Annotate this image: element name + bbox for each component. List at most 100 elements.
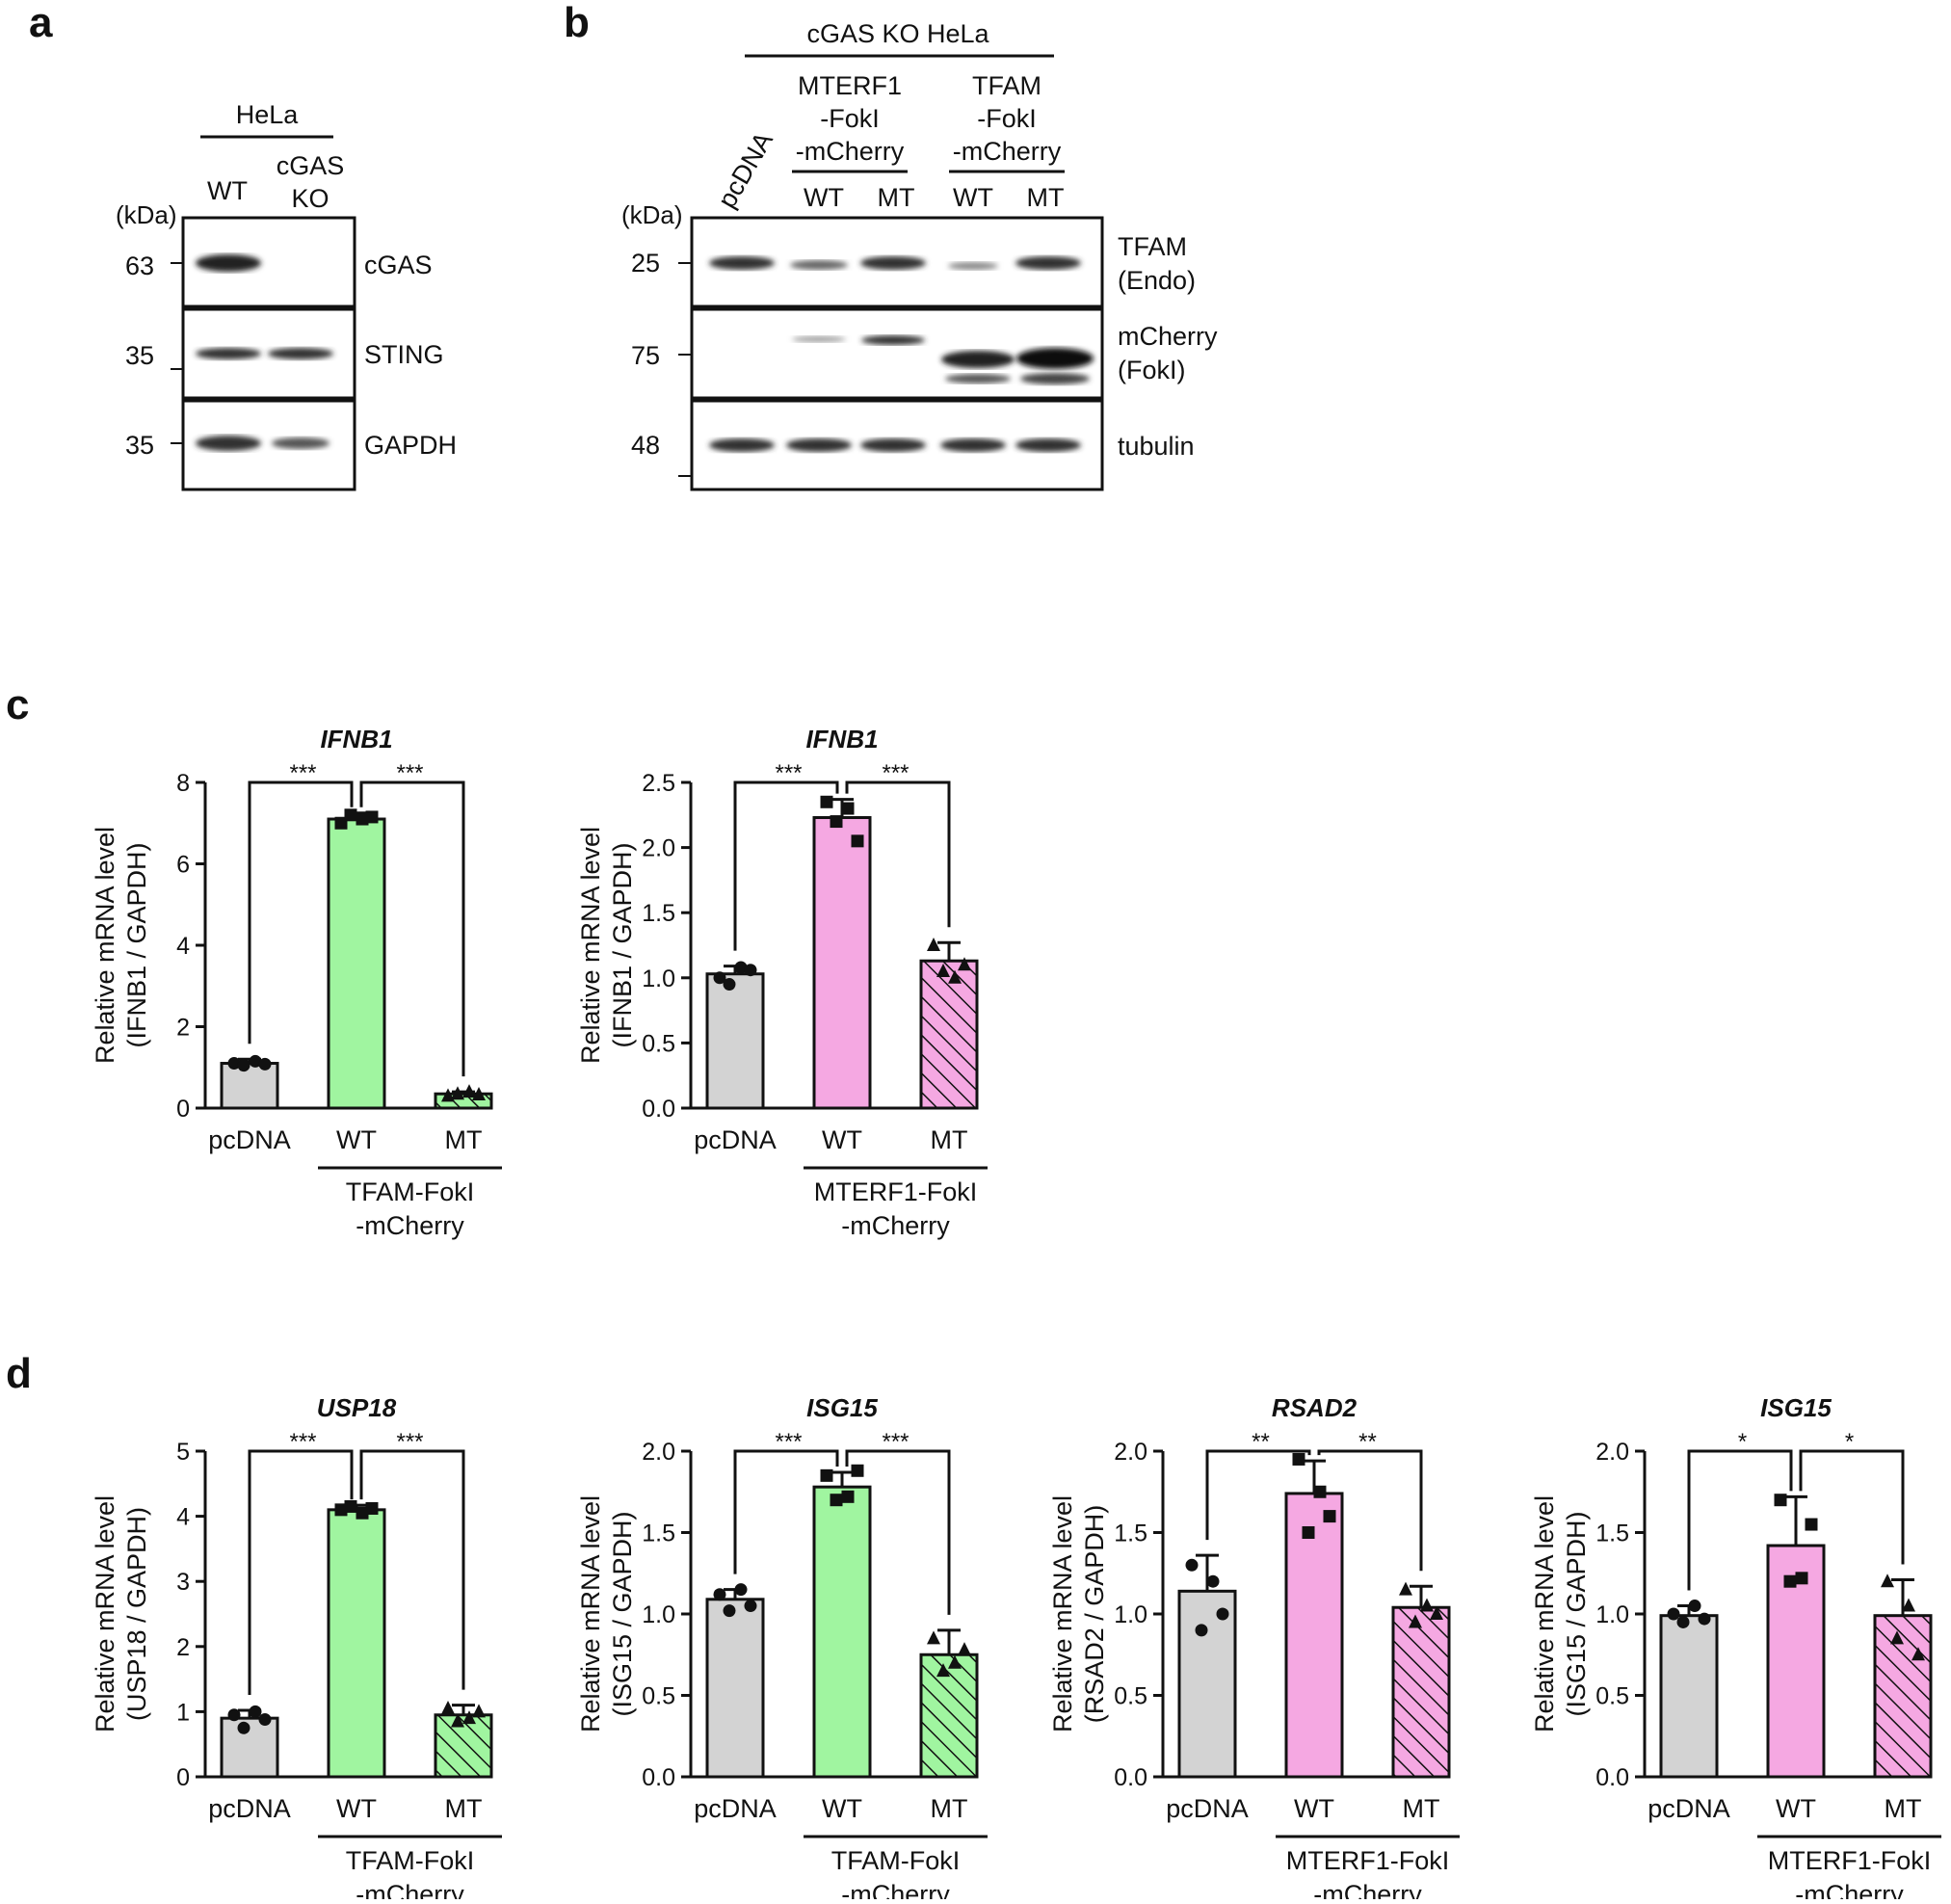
band-a-cgas-wt [196, 254, 261, 272]
y-tick-label: 5 [176, 1439, 190, 1466]
group-label-line1: MTERF1-FokI [1768, 1846, 1932, 1875]
blot-b-protein-tubulin: tubulin [1118, 432, 1195, 461]
band-b-tfam-2 [790, 260, 848, 270]
group-label-line2: -mCherry [356, 1211, 464, 1240]
data-point-circle [1698, 1612, 1711, 1626]
y-tick-label: 1.5 [642, 900, 675, 927]
data-point-circle [258, 1713, 272, 1727]
bar-wt [327, 817, 386, 1110]
sig-bracket-right [1799, 1449, 1905, 1565]
data-point-triangle [927, 938, 940, 951]
y-tick-label: 2 [176, 1015, 190, 1042]
data-point-square [334, 1503, 348, 1517]
data-point-circle [734, 961, 748, 974]
sig-bracket-right [359, 1449, 465, 1690]
data-point-circle [227, 1057, 241, 1071]
data-point-circle [1676, 1615, 1690, 1628]
bar-wt [327, 1508, 386, 1779]
group-label-line2: -mCherry [841, 1211, 950, 1240]
blot-b-protein-tfam-endo: (Endo) [1118, 266, 1196, 295]
data-point-triangle [451, 1713, 464, 1728]
y-tick-label: 2.0 [642, 835, 675, 862]
data-point-triangle [441, 1088, 455, 1102]
x-tick-label: MT [931, 1125, 968, 1154]
blot-b-construct1-line1: MTERF1 [798, 71, 902, 100]
y-tick-label: 0 [176, 1764, 190, 1791]
blot-b-marker-25: 25 [631, 249, 660, 278]
y-tick-label: 0.0 [1114, 1764, 1147, 1791]
data-point-circle [1185, 1558, 1199, 1572]
data-point-square [851, 1464, 864, 1477]
y-tick-label: 0.5 [1595, 1683, 1629, 1710]
data-point-square [1313, 1485, 1327, 1498]
y-tick-label: 2.0 [1114, 1439, 1147, 1466]
data-point-square [344, 808, 357, 822]
sig-stars-left: *** [775, 1429, 802, 1455]
blot-a-lane-wt: WT [207, 176, 248, 205]
band-b-tfam-1 [709, 256, 775, 270]
band-b-tfam-3 [860, 256, 926, 270]
data-point-triangle [958, 1642, 971, 1656]
y-tick-label: 2 [176, 1634, 190, 1661]
data-point-square [830, 815, 843, 829]
data-point-circle [1688, 1600, 1701, 1613]
blot-a-protein-cgas: cGAS [364, 251, 433, 279]
bar-mt [1873, 1614, 1933, 1779]
band-b-mcherry-5a [1016, 348, 1094, 369]
y-axis-label-line2: (IFNB1 / GAPDH) [122, 842, 151, 1047]
y-axis-label-line2: (USP18 / GAPDH) [122, 1507, 151, 1721]
blot-a-lane-ko: KO [291, 184, 329, 213]
sig-stars-left: * [1738, 1429, 1747, 1455]
sig-bracket-left [1687, 1449, 1793, 1591]
data-point-circle [734, 1583, 748, 1597]
sig-stars-left: *** [775, 760, 802, 786]
y-tick-label: 4 [176, 933, 190, 960]
sig-stars-right: ** [1358, 1429, 1377, 1455]
data-point-circle [1667, 1607, 1680, 1621]
data-point-circle [237, 1721, 250, 1734]
data-point-circle [744, 1600, 757, 1613]
sig-stars-left: *** [289, 760, 316, 786]
data-point-square [1323, 1510, 1336, 1523]
group-label-line2: -mCherry [1795, 1880, 1904, 1899]
x-tick-label: WT [1776, 1794, 1816, 1823]
y-axis-label-line1: Relative mRNA level [576, 1495, 605, 1732]
data-point-square [1774, 1494, 1787, 1507]
x-tick-label: WT [822, 1794, 862, 1823]
sig-bracket-left [733, 780, 839, 951]
y-axis-label-line1: Relative mRNA level [576, 827, 605, 1064]
data-point-triangle [936, 964, 950, 978]
y-tick-label: 4 [176, 1504, 190, 1531]
y-tick-label: 1.0 [1595, 1601, 1629, 1628]
blot-b-construct1-line2: -FokI [820, 104, 880, 133]
y-tick-label: 1.0 [642, 1601, 675, 1628]
blot-b-construct2-line1: TFAM [972, 71, 1041, 100]
data-point-square [820, 1468, 833, 1482]
panel-letter-c: c [6, 681, 29, 728]
x-tick-label: MT [445, 1794, 483, 1823]
data-point-triangle [948, 1654, 962, 1669]
data-point-triangle [472, 1087, 486, 1101]
data-point-square [1783, 1574, 1797, 1588]
band-a-sting-wt [196, 348, 261, 359]
blot-b-construct1-line3: -mCherry [796, 137, 905, 166]
group-label-line2: -mCherry [841, 1880, 950, 1899]
bar-wt [1284, 1492, 1344, 1779]
y-tick-label: 1.5 [1114, 1521, 1147, 1547]
panel-letter-a: a [29, 0, 53, 46]
bar-mt [919, 1653, 979, 1779]
x-tick-label: pcDNA [1166, 1794, 1249, 1823]
data-point-circle [1195, 1624, 1208, 1637]
y-tick-label: 0.0 [642, 1764, 675, 1791]
x-tick-label: pcDNA [208, 1794, 291, 1823]
data-point-triangle [1911, 1647, 1925, 1661]
blot-a-group-label: HeLa [236, 100, 300, 129]
blot-b-group-label: cGAS KO HeLa [806, 19, 989, 48]
y-tick-label: 6 [176, 852, 190, 879]
data-point-circle [249, 1054, 262, 1068]
data-point-square [841, 802, 855, 815]
bar-mt [919, 959, 979, 1110]
